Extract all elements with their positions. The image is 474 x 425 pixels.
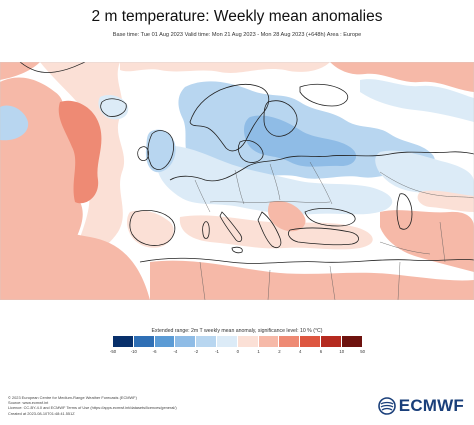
- legend-tick-label: -4: [173, 349, 178, 354]
- coast-sardinia-corsica: [202, 221, 210, 239]
- coast-balkans-greece: [257, 211, 282, 248]
- legend-tick-label: 2: [278, 349, 281, 354]
- warm-area-caspian: [417, 190, 474, 212]
- cold-area-west-russia: [375, 150, 474, 202]
- warm-area-balkans: [267, 200, 306, 232]
- warm-area-greenland: [0, 62, 40, 80]
- border-central-europe: [209, 201, 331, 203]
- coast-finland: [263, 100, 298, 137]
- coast-north-africa: [139, 257, 474, 264]
- legend-color-cell: [216, 336, 238, 347]
- country-borders: [194, 161, 474, 300]
- warm-area-north-africa: [150, 260, 474, 300]
- ecmwf-logo: ECMWF: [377, 396, 464, 416]
- cold-area-east-arctic: [360, 79, 474, 122]
- legend-tick-label: 6: [319, 349, 323, 354]
- legend-tick-label: 50: [360, 349, 365, 354]
- coast-turkey: [288, 227, 359, 246]
- warm-area-middle-east: [380, 210, 474, 272]
- cold-area-central-europe: [156, 145, 393, 215]
- legend-tick-label: -10: [130, 349, 137, 354]
- anomaly-map: [0, 62, 474, 300]
- legend-tick-label: -1: [215, 349, 219, 354]
- border-france-germany: [194, 179, 211, 213]
- legend-tick-label: -6: [152, 349, 157, 354]
- legend-color-cell: [154, 336, 176, 347]
- cold-area-british-isles: [145, 129, 176, 173]
- page-subtitle: Base time: Tue 01 Aug 2023 Valid time: M…: [112, 32, 362, 38]
- footer-copyright: © 2023 European Centre for Medium-Range …: [8, 395, 137, 400]
- legend-tick-label: 10: [339, 349, 345, 354]
- legend-tick-label: -50: [109, 349, 117, 354]
- page-title: 2 m temperature: Weekly mean anomalies: [91, 8, 383, 25]
- warm-area-atlantic-south: [0, 227, 150, 300]
- coast-iberia: [129, 210, 176, 246]
- warm-area-atlantic-central: [58, 100, 102, 204]
- cold-area-northwest-atlantic: [0, 105, 29, 141]
- warm-area-iberia: [127, 210, 174, 248]
- cold-area-iceland: [98, 95, 129, 120]
- legend-tick-label: -2: [194, 349, 199, 354]
- border-ukraine-russia: [309, 161, 333, 205]
- ecmwf-logo-text: ECMWF: [398, 396, 464, 415]
- legend-color-cell: [175, 336, 197, 347]
- border-germany-poland: [234, 169, 245, 205]
- warm-area-northeast: [330, 62, 474, 92]
- legend-color-cell: [133, 336, 155, 347]
- coast-mainland-europe: [169, 151, 474, 182]
- ecmwf-logo-icon: [377, 397, 396, 415]
- legend-color-cell: [320, 336, 342, 347]
- footer-credits: © 2023 European Centre for Medium-Range …: [8, 395, 177, 416]
- legend-color-cell: [341, 336, 363, 347]
- border-russia-kazakhstan: [379, 171, 474, 199]
- coast-scandinavia: [189, 84, 270, 152]
- legend-color-cell: [258, 336, 280, 347]
- legend-color-cell: [196, 336, 217, 347]
- border-poland-belarus: [269, 163, 281, 201]
- legend-color-cell: [279, 336, 301, 347]
- coast-baltic-sea: [238, 140, 264, 163]
- cold-area-baltic-core: [244, 115, 357, 167]
- coast-iceland: [100, 98, 127, 117]
- border-middle-east: [379, 221, 446, 263]
- border-north-africa: [199, 261, 401, 300]
- legend-tick-label: 1: [257, 349, 260, 354]
- legend-tick-label: 0: [236, 349, 239, 354]
- legend-color-cell: [113, 336, 134, 347]
- warm-area-arctic: [120, 62, 330, 73]
- coast-ireland: [137, 146, 149, 162]
- footer-licence: Licence: CC-BY-4.0 and ECMWF Terms of Us…: [8, 405, 177, 411]
- coast-kola: [299, 83, 349, 107]
- coast-caspian: [396, 193, 413, 230]
- cold-area-scandinavia: [178, 81, 435, 179]
- legend-colorbar: [113, 336, 363, 347]
- coast-greenland: [19, 62, 86, 73]
- coast-british-isles: [147, 130, 174, 170]
- coast-italy: [219, 211, 243, 242]
- footer-created: Created at 2023-08-10T01:48:41.551Z: [8, 410, 75, 416]
- legend-label: Extended range: 2m T weekly mean anomaly…: [151, 328, 323, 334]
- footer-source: Source: www.ecmwf.int: [8, 400, 49, 406]
- coast-black-sea: [304, 208, 356, 227]
- legend-ticks: -50 -10 -6 -4 -2 -1 0 1 2 4 6 10 50: [109, 349, 365, 357]
- warm-area-mediterranean: [179, 215, 373, 250]
- legend-color-cell: [300, 336, 321, 347]
- legend-tick-label: 4: [298, 349, 302, 354]
- coast-sicily: [231, 246, 243, 254]
- coastlines: [19, 62, 474, 264]
- warm-area-atlantic-mid: [40, 62, 125, 272]
- legend-color-cell: [237, 336, 259, 347]
